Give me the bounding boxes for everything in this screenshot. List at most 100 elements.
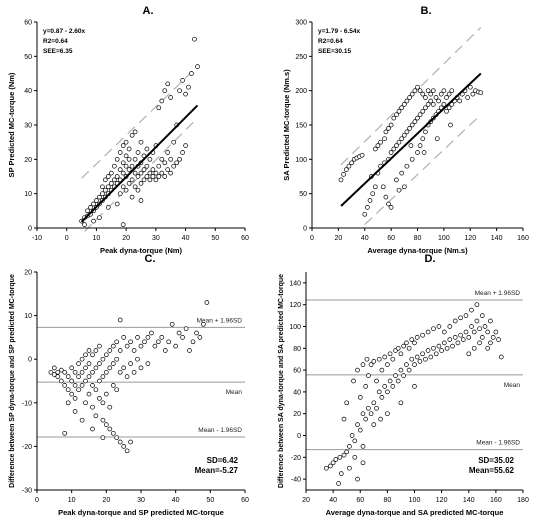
data-point: [190, 339, 196, 345]
data-point: [438, 91, 444, 97]
data-point: [83, 352, 88, 358]
stat-annotation: R2=0.64: [318, 38, 343, 45]
data-point: [194, 330, 199, 336]
data-point: [367, 198, 373, 203]
data-point: [195, 64, 200, 69]
data-point: [420, 351, 425, 357]
y-tick-label: 20: [24, 270, 32, 277]
data-point: [107, 426, 113, 432]
x-tick-label: 60: [387, 235, 395, 242]
data-point: [463, 329, 469, 335]
data-point: [355, 367, 360, 373]
regression-line: [80, 104, 199, 223]
data-point: [478, 90, 484, 96]
x-tick-label: 60: [241, 497, 249, 504]
data-point: [90, 404, 95, 410]
data-point: [103, 391, 109, 397]
data-point: [65, 374, 71, 379]
data-point: [401, 373, 406, 378]
data-point: [138, 139, 144, 145]
data-point: [382, 354, 388, 360]
data-point: [420, 91, 426, 97]
data-point: [129, 177, 135, 183]
data-point: [363, 416, 369, 422]
data-point: [83, 400, 88, 406]
data-point: [123, 187, 129, 193]
data-point: [485, 345, 491, 351]
data-point: [142, 339, 147, 345]
data-point: [482, 324, 488, 329]
x-tick-label: 20: [302, 497, 310, 504]
y-axis-label: SA Predicted MC-torque (Nm.s): [282, 69, 291, 181]
data-point: [446, 105, 452, 111]
data-point: [378, 416, 383, 422]
data-point: [395, 345, 401, 351]
data-point: [372, 184, 378, 190]
data-point: [434, 136, 440, 142]
data-point: [124, 448, 130, 454]
reference-line-label: Mean: [226, 389, 243, 396]
data-point: [117, 317, 123, 323]
data-point: [439, 348, 444, 353]
stat-annotation: y=0.87 - 2.60x: [43, 28, 85, 35]
data-point: [135, 187, 141, 193]
data-point: [394, 112, 399, 118]
panel-2: B. 0 20 40 60 80 100 120 140 160 0 50 100 150 200 250 30…: [282, 5, 529, 255]
data-point: [105, 174, 111, 179]
data-point: [409, 91, 415, 97]
data-point: [425, 88, 431, 94]
data-point: [396, 187, 402, 193]
data-point: [132, 156, 138, 162]
data-point: [346, 163, 352, 169]
data-point: [457, 98, 463, 104]
data-point: [380, 184, 386, 190]
prediction-bound-line: [364, 114, 482, 226]
data-point: [488, 340, 493, 346]
data-point: [415, 150, 420, 155]
data-point: [444, 345, 450, 351]
x-tick-label: 0: [65, 235, 69, 242]
data-point: [76, 387, 81, 393]
data-point: [479, 335, 485, 340]
data-point: [388, 122, 394, 128]
panel-title: B.: [421, 5, 432, 17]
data-point: [404, 362, 409, 367]
x-tick-label: 10: [68, 497, 76, 504]
data-point: [449, 102, 455, 107]
data-point: [124, 343, 130, 349]
data-point: [108, 170, 114, 176]
data-point: [114, 174, 120, 179]
data-point: [162, 348, 168, 353]
data-point: [117, 191, 123, 197]
data-point: [90, 352, 95, 358]
data-point: [100, 435, 106, 441]
x-tick-label: 40: [172, 497, 180, 504]
regression-line: [340, 72, 482, 207]
data-point: [159, 98, 165, 104]
data-point: [452, 318, 458, 324]
data-point: [105, 184, 111, 190]
data-point: [382, 136, 387, 142]
data-point: [436, 324, 442, 329]
data-point: [48, 369, 54, 375]
data-point: [412, 340, 417, 346]
y-tick-label: -30: [22, 488, 32, 495]
data-point: [406, 345, 412, 351]
data-point: [103, 352, 109, 358]
data-point: [467, 84, 473, 90]
data-point: [91, 218, 96, 224]
data-point: [138, 181, 144, 186]
x-tick-label: 0: [310, 235, 314, 242]
data-point: [93, 413, 99, 419]
data-point: [97, 396, 102, 401]
data-point: [147, 177, 153, 183]
data-point: [465, 95, 470, 100]
data-point: [100, 356, 106, 362]
x-tick-label: 100: [438, 235, 450, 242]
data-point: [94, 198, 99, 203]
x-tick-label: 30: [137, 497, 145, 504]
data-point: [72, 383, 78, 388]
data-point: [135, 356, 140, 362]
data-point: [401, 102, 407, 107]
data-point: [359, 152, 365, 158]
